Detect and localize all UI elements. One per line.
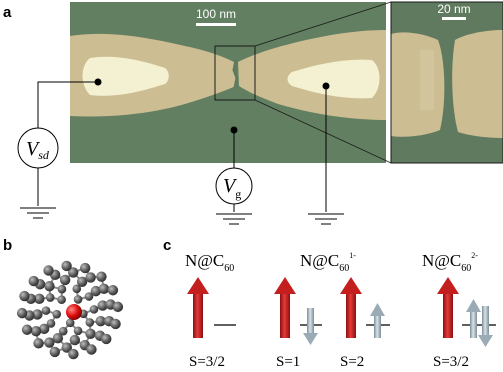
right-electrode-tip [287,59,380,99]
carbon-atom [67,267,79,278]
scalebar-main-label: 100 nm [196,7,236,21]
spin-arrows [187,277,496,347]
carbon-atom [96,271,107,282]
spin-up-small-arrow-anion2 [466,299,481,338]
carbon-atom [43,265,54,276]
circuit [20,78,344,225]
carbon-atom [52,333,64,344]
panel-c-label: c [163,237,171,254]
carbon-atom [45,293,55,302]
nanogap [232,59,239,89]
carbon-atom [73,295,83,304]
carbon-atom [85,318,95,327]
carbon-atom [41,306,51,315]
carbon-atom [101,333,112,345]
spin-down-arrow-anion1-s1 [303,308,318,345]
carbon-atom [52,309,62,319]
scalebar-main [196,23,236,26]
vsd-label: Vsd [26,138,50,162]
carbon-atom [44,281,55,292]
species-formula-neutral: N@C60 [185,251,234,274]
carbon-atom [107,285,119,296]
vg-label: Vg [223,175,241,201]
panel-a-label: a [3,4,12,21]
carbon-atom [16,307,28,319]
carbon-atom [69,334,81,346]
vg-source [215,167,253,205]
carbon-atom [59,274,71,286]
carbon-atom [90,285,102,297]
carbon-atom [76,276,88,287]
spin-label-anion1-s2: S=2 [340,354,364,370]
carbon-atom [95,315,106,327]
carbon-atom [61,260,72,272]
spin-up-arrow-neutral [187,277,209,338]
carbon-atom [73,326,83,336]
carbon-atom [57,295,66,304]
zoom-box [214,45,256,101]
carbon-atom [112,301,124,313]
carbon-atom [98,283,110,295]
carbon-atom [72,284,82,294]
carbon-atom [110,318,121,330]
carbon-atom [89,305,99,314]
carbon-atom [85,328,96,339]
zoom-image [391,2,503,163]
carbon-atom [38,323,50,335]
carbon-atom [21,324,33,335]
nitrogen-atom [66,304,82,320]
carbon-atom [61,342,73,353]
spin-up-small-arrow-anion1-s2 [370,303,385,338]
spin-down-small-arrow-anion2 [478,306,493,347]
spin-up-arrow-anion1-s1 [274,277,296,338]
zoom-right-electrode [452,30,503,138]
spin-up-arrow-anion1-s2 [340,277,362,338]
carbon-atom [44,337,55,348]
zoom-left-electrode [391,32,445,137]
carbon-atom [33,338,44,349]
carbon-atom [84,292,94,301]
spin-label-neutral: S=3/2 [189,354,225,370]
carbon-atom [30,325,42,337]
scalebar-zoom [442,17,466,20]
carbon-atom [86,344,97,355]
species-formula-anion1: N@C601- [300,251,356,274]
carbon-atom [57,284,67,294]
spin-label-anion1-s1: S=1 [276,354,300,370]
carbon-atom [19,290,30,302]
carbon-atom [79,262,91,274]
carbon-atom [46,319,56,328]
species-formula-anion2: N@C602- [422,251,478,274]
scalebar-zoom-label: 20 nm [437,2,470,16]
carbon-atom [49,346,61,358]
carbon-atom [34,293,45,305]
carbon-atom [65,318,75,328]
fullerene-molecule [16,260,124,360]
spin-label-anion2: S=3/2 [433,354,469,370]
panel-b-label: b [3,237,12,254]
carbon-atom [85,272,96,283]
spin-up-arrow-anion2 [437,277,459,338]
carbon-atom [58,326,68,336]
carbon-atom [68,348,79,360]
carbon-atom [32,309,43,320]
left-electrode-tip [82,56,169,96]
carbon-atom [28,275,39,287]
vsd-source [17,127,59,169]
sem-image [70,2,386,163]
carbon-atom [97,300,108,311]
